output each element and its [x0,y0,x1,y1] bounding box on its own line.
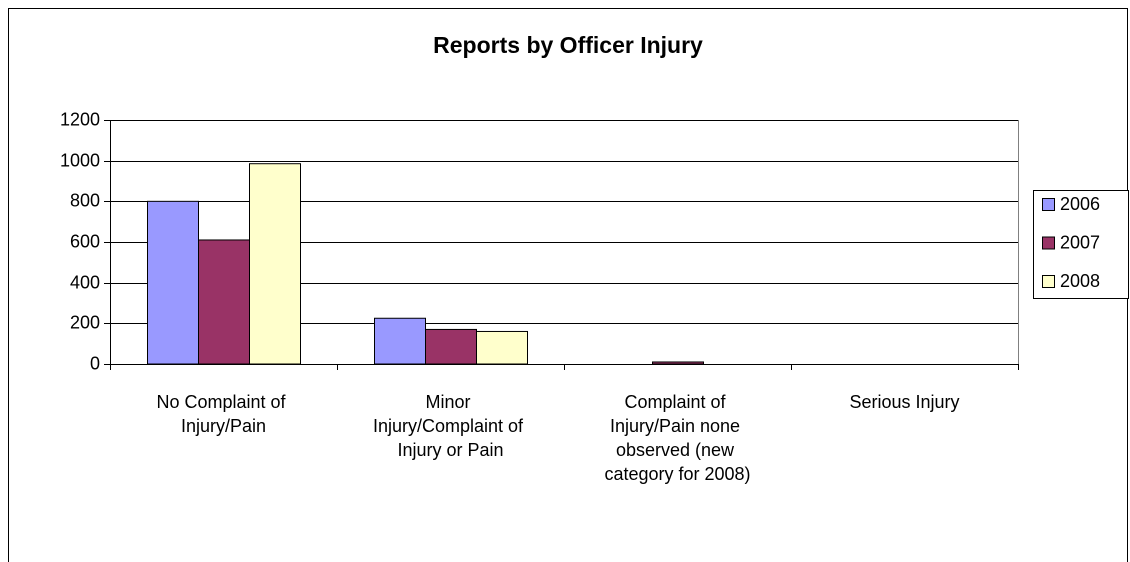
y-tick-label: 400 [70,272,100,292]
x-tick-label: Complaint of Injury/Pain none observed (… [604,392,750,484]
bar [198,239,250,365]
y-tick-label: 200 [70,312,100,332]
y-tick-label: 600 [70,231,100,251]
y-tick-label: 1000 [60,150,100,170]
y-tick-label: 1200 [60,109,100,129]
legend-label: 2006 [1060,194,1100,214]
legend-swatch [1042,198,1055,211]
chart-title: Reports by Officer Injury [433,32,703,58]
bar [374,317,426,365]
bar [652,361,704,365]
legend-label: 2008 [1060,271,1100,291]
legend-label: 2007 [1060,232,1100,252]
y-tick-label: 0 [90,353,100,373]
x-tick-label: Serious Injury [849,392,959,412]
bar [425,328,477,365]
x-tick-label: Minor Injury/Complaint of Injury or Pain [373,392,528,460]
x-tick-label: No Complaint of Injury/Pain [156,392,290,436]
legend-swatch [1042,236,1055,250]
bar [249,163,301,365]
y-tick-label: 800 [70,190,100,210]
legend-swatch [1042,275,1055,288]
bar [147,200,199,365]
bar [476,330,528,365]
